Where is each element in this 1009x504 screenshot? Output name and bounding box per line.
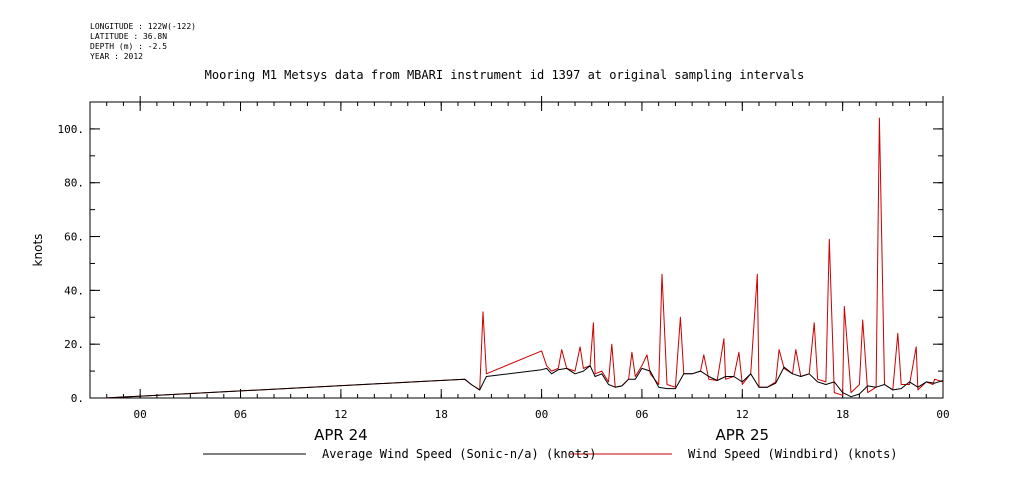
x-tick-label: 12 bbox=[334, 408, 347, 421]
date-label: APR 25 bbox=[715, 426, 769, 444]
series-layer bbox=[105, 117, 944, 399]
series-line-windbird-wind-speed bbox=[105, 117, 944, 399]
metadata-latitude: LATITUDE : 36.8N bbox=[90, 32, 168, 41]
series-line-average-wind-speed bbox=[105, 365, 944, 399]
y-tick-label: 40. bbox=[64, 284, 84, 297]
x-tick-label: 18 bbox=[836, 408, 849, 421]
plot-frame bbox=[89, 101, 944, 399]
y-tick-label: 20. bbox=[64, 338, 84, 351]
x-tick-label: 00 bbox=[936, 408, 949, 421]
y-tick-label: 0. bbox=[71, 392, 84, 405]
x-tick-label: 00 bbox=[134, 408, 147, 421]
y-axis-label: knots bbox=[31, 234, 45, 267]
chart-title: Mooring M1 Metsys data from MBARI instru… bbox=[204, 68, 805, 82]
axes: 00 06 12 18 00 06 12 18 00 APR 24 APR 25 0. 20. 40. 60… bbox=[31, 96, 950, 444]
legend-label-windbird-wind-speed: Wind Speed (Windbird) (knots) bbox=[688, 447, 898, 461]
x-tick-label: 18 bbox=[435, 408, 448, 421]
date-label: APR 24 bbox=[314, 426, 368, 444]
metadata-longitude: LONGITUDE : 122W(-122) bbox=[90, 22, 196, 31]
metadata-depth: DEPTH (m) : -2.5 bbox=[90, 42, 168, 51]
x-tick-label: 06 bbox=[234, 408, 247, 421]
x-tick-label: 06 bbox=[635, 408, 648, 421]
legend-label-average-wind-speed: Average Wind Speed (Sonic-n/a) (knots) bbox=[322, 447, 597, 461]
y-tick-label: 80. bbox=[64, 177, 84, 190]
y-tick-label: 100. bbox=[58, 123, 85, 136]
x-tick-label: 00 bbox=[535, 408, 548, 421]
x-tick-label: 12 bbox=[736, 408, 749, 421]
y-tick-label: 60. bbox=[64, 231, 84, 244]
metadata-year: YEAR : 2012 bbox=[90, 52, 143, 61]
